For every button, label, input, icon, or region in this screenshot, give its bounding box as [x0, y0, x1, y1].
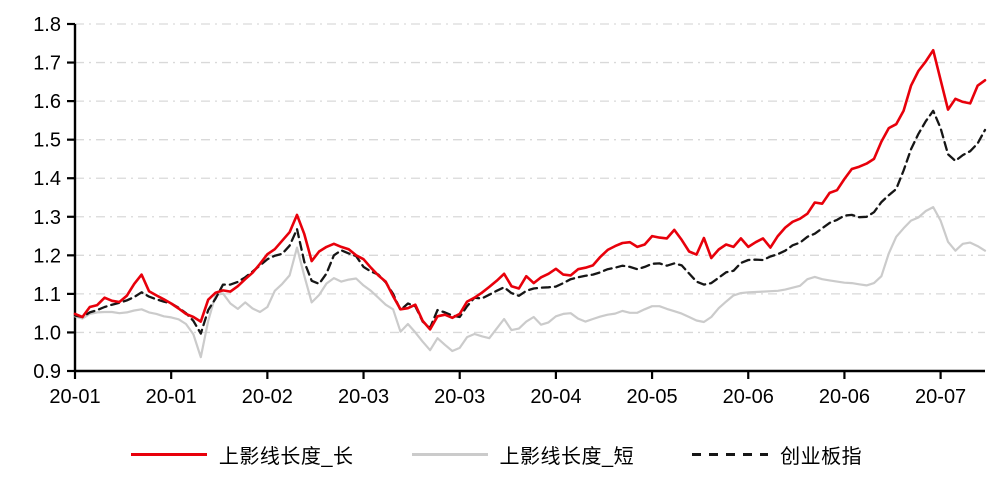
y-gridlines	[75, 23, 985, 334]
legend: 上影线长度_长 上影线长度_短 创业板指	[0, 440, 993, 469]
y-tick-label: 1.6	[33, 91, 61, 113]
series-short-upper-shadow	[73, 206, 987, 359]
legend-swatch-long-upper-shadow-line	[130, 453, 207, 456]
series-long-upper-shadow	[73, 48, 987, 331]
x-tick-label: 20-01	[49, 386, 100, 408]
legend-item-long-upper-shadow: 上影线长度_长	[130, 440, 354, 469]
y-tick-label: 1.7	[33, 53, 61, 75]
x-tick-label: 20-03	[338, 386, 389, 408]
y-tick-label: 1.2	[33, 245, 61, 267]
legend-swatch-chinext-index-line	[692, 453, 769, 456]
legend-label-long-upper-shadow: 上影线长度_长	[218, 446, 354, 468]
x-tick-label: 20-01	[146, 386, 197, 408]
legend-label-short-upper-shadow: 上影线长度_短	[499, 446, 635, 468]
y-tick-label: 0.9	[33, 361, 61, 383]
x-tick-label: 20-06	[723, 386, 774, 408]
x-tick-label: 20-06	[819, 386, 870, 408]
y-tick-label: 1.4	[33, 168, 61, 190]
line-chart-canvas: 0.91.01.11.21.31.41.51.61.71.820-01 20-01…	[33, 14, 987, 408]
y-tick-label: 1.8	[33, 14, 61, 36]
y-axis: 0.9 1.0 1.1 1.2 1.3 1.4 1.5 1.6 1.7 1.8	[33, 14, 75, 383]
x-axis: 20-01 20-01 20-02 20-03 20-03 20-04 20-05 20-06…	[49, 371, 966, 408]
x-tick-label: 20-04	[530, 386, 581, 408]
y-tick-label: 1.5	[33, 130, 61, 152]
x-tick-label: 20-02	[242, 386, 293, 408]
legend-label-chinext-index: 创业板指	[780, 446, 863, 468]
legend-item-chinext-index: 创业板指	[692, 440, 862, 469]
y-tick-label: 1.3	[33, 207, 61, 229]
x-tick-label: 20-03	[434, 386, 485, 408]
x-tick-label: 20-07	[915, 386, 966, 408]
legend-swatch-short-upper-shadow-line	[411, 453, 488, 456]
series-chinext-index	[73, 109, 987, 335]
y-tick-label: 1.1	[33, 284, 61, 306]
legend-item-short-upper-shadow: 上影线长度_短	[411, 440, 635, 469]
x-tick-label: 20-05	[626, 386, 677, 408]
y-tick-label: 1.0	[33, 322, 61, 344]
